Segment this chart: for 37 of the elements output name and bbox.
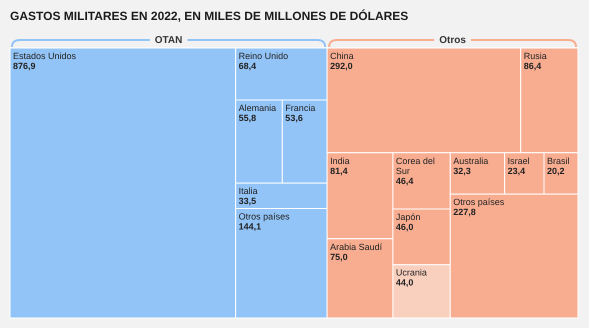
category-label: India [330,156,350,166]
text: GASTOS MILITARES EN 2022, EN MILES DE MILLONES DE DÓLARES [10,9,408,23]
data-label: 53,6 [285,112,303,123]
category-label: Japón [396,212,420,222]
data-label: 81,4 [330,166,348,176]
data-label: 33,5 [238,196,256,206]
data-label: 55,8 [238,112,256,123]
category-label: Brasil [547,156,570,166]
data-label: 46,4 [396,176,414,186]
category-label: Estados Unidos [13,50,77,61]
data-label: 75,0 [330,252,348,262]
data-label: 68,4 [238,60,256,71]
data-label: 23,4 [508,166,526,176]
category-label: Arabia Saudí [330,242,383,252]
category-label: Corea del Sur [396,156,435,176]
series-label: Otros [439,34,466,46]
category-label: Italia [238,186,258,196]
data-label: 144,1 [238,222,262,232]
series-label: OTAN [154,34,182,46]
category-label: Rusia [524,50,547,61]
category-label: Australia [453,156,488,166]
data-label: 44,0 [396,278,414,288]
category-label: China [330,50,354,61]
data-label: 876,9 [13,60,36,71]
category-label: Israel [508,156,530,166]
data-label: 86,4 [524,60,542,71]
category-label: Francia [285,102,316,113]
data-label: 227,8 [453,207,476,218]
category-label: Alemania [238,102,276,113]
category-label: Otros países [238,212,290,222]
data-label: 20,2 [547,166,565,176]
category-label: Otros países [453,197,505,208]
data-label: 292,0 [330,60,353,71]
category-label: Reino Unido [238,50,288,61]
category-label: Ucrania [396,268,427,278]
data-label: 46,0 [396,222,414,232]
data-label: 32,3 [453,166,471,176]
